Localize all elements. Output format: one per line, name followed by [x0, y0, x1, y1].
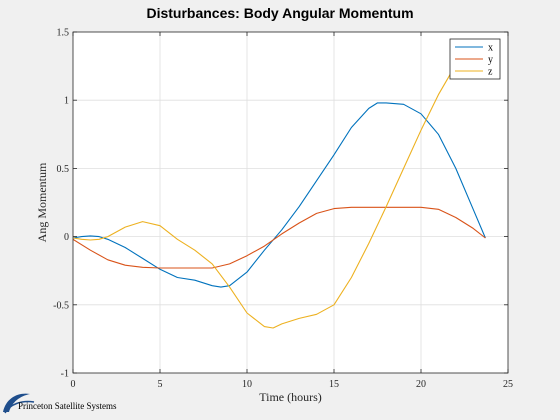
y-tick-label: 0.5 [57, 164, 70, 175]
plot-area [73, 32, 508, 373]
x-axis-label: Time (hours) [259, 390, 322, 404]
chart-title: Disturbances: Body Angular Momentum [146, 5, 413, 21]
x-tick-label: 5 [158, 379, 163, 390]
x-tick-label: 10 [242, 379, 252, 390]
y-tick-labels: -1 -0.5 0 0.5 1 1.5 [53, 28, 69, 380]
y-tick-label: 1 [64, 96, 69, 107]
series-line-x [73, 102, 486, 288]
series-line-z [73, 42, 471, 329]
ticks [72, 31, 509, 374]
x-tick-labels: 0 5 10 15 20 25 [71, 379, 514, 390]
company-logo: Princeton Satellite Systems [3, 393, 117, 414]
x-tick-label: 15 [329, 379, 339, 390]
y-tick-label: -0.5 [53, 300, 69, 311]
x-tick-label: 0 [71, 379, 76, 390]
legend-label-y: y [488, 55, 493, 66]
y-axis-label: Ang Momentum [35, 162, 49, 242]
x-tick-label: 20 [416, 379, 426, 390]
legend: xyz [449, 38, 501, 80]
axes-box [72, 31, 509, 374]
x-tick-label: 25 [503, 379, 513, 390]
logo-text: Princeton Satellite Systems [18, 401, 117, 411]
logo-arc-icon [4, 400, 35, 414]
y-tick-label: 0 [64, 232, 69, 243]
y-tick-label: 1.5 [57, 28, 70, 39]
grid [73, 32, 508, 373]
legend-label-z: z [488, 67, 493, 78]
series-lines [73, 42, 486, 329]
legend-label-x: x [488, 43, 493, 54]
series-line-y [73, 206, 486, 269]
y-tick-label: -1 [61, 369, 69, 380]
